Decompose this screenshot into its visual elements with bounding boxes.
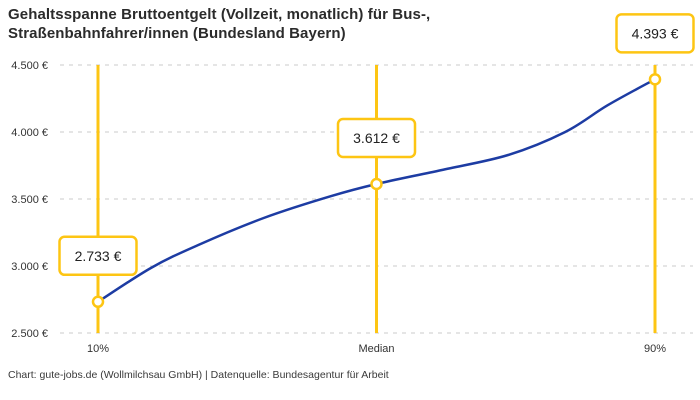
y-axis-tick-label: 3.000 € — [11, 261, 48, 273]
x-axis-tick-label: 90% — [644, 343, 666, 355]
chart-title-line-2: Straßenbahnfahrer/innen (Bundesland Baye… — [8, 25, 346, 42]
y-axis-tick-label: 4.000 € — [11, 127, 48, 139]
value-label: 2.733 € — [75, 248, 122, 264]
value-label: 4.393 € — [632, 25, 679, 41]
chart-attribution: Chart: gute-jobs.de (Wollmilchsau GmbH) … — [8, 369, 389, 381]
value-label-box — [615, 13, 695, 54]
x-axis-tick-label: 10% — [87, 343, 109, 355]
value-label-box — [58, 235, 138, 277]
chart-title-line-1: Gehaltsspanne Bruttoentgelt (Vollzeit, m… — [8, 6, 431, 23]
y-axis-tick-label: 2.500 € — [11, 328, 48, 340]
data-point-marker — [648, 73, 662, 86]
y-axis-tick-label: 3.500 € — [11, 194, 48, 206]
data-point-marker — [91, 295, 105, 309]
x-axis-tick-label: Median — [358, 343, 394, 355]
value-label-box — [336, 117, 417, 159]
value-label: 3.612 € — [353, 130, 400, 146]
y-axis-tick-label: 4.500 € — [11, 60, 48, 72]
data-point-marker — [370, 177, 383, 191]
chart-title: Gehaltsspanne Bruttoentgelt (Vollzeit, m… — [8, 5, 430, 43]
